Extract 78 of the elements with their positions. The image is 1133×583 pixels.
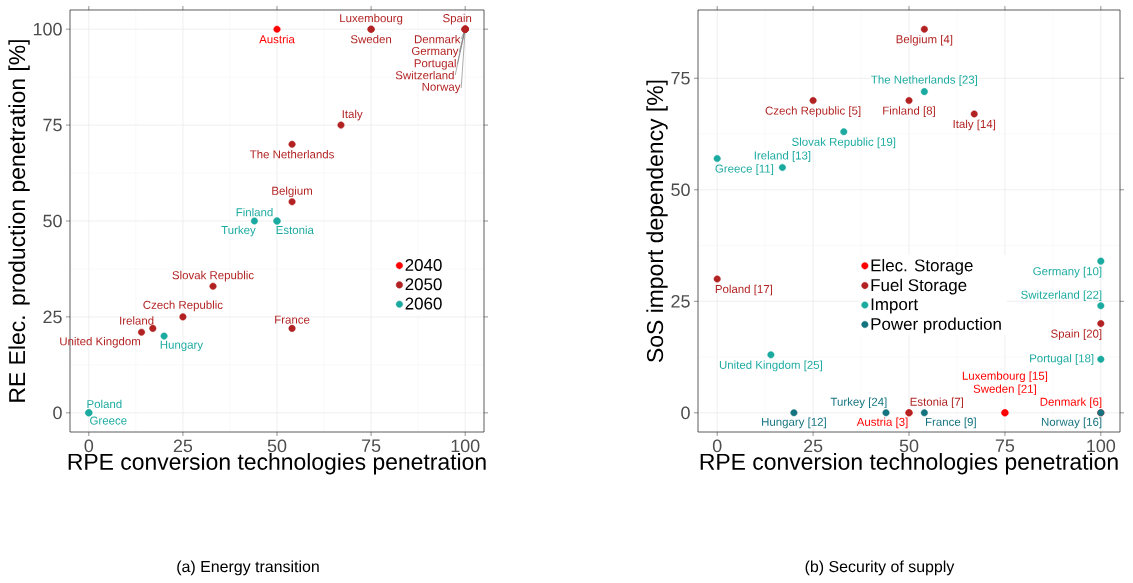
annotation: Ireland xyxy=(120,316,154,325)
legend-label: 2040 xyxy=(405,258,442,271)
x-tick-label: 25 xyxy=(804,439,823,453)
x-tick-label: 75 xyxy=(995,439,1015,453)
annotation: Austria [3] xyxy=(856,417,908,429)
annotation: United Kingdom xyxy=(60,336,141,348)
x-axis-title: RPE conversion technologies penetration xyxy=(68,453,486,475)
legend-label: Elec. Storage xyxy=(871,258,973,275)
y-tick-label: 50 xyxy=(671,183,690,197)
text: (a) Energy transition xyxy=(177,560,319,576)
annotation: Germany [10] xyxy=(1033,266,1102,278)
annotation: Norway xyxy=(422,82,461,94)
annotation: Turkey [24] xyxy=(830,397,887,409)
annotation: Hungary xyxy=(160,340,204,352)
x-tick-label: 50 xyxy=(899,439,919,453)
legend-label: Import xyxy=(871,298,919,314)
x-tick-label: 50 xyxy=(267,439,287,453)
annotation: United Kingdom [25] xyxy=(719,360,822,372)
annotation: Czech Republic xyxy=(143,300,223,312)
y-tick-label: 25 xyxy=(43,310,62,324)
y-tick-label: 0 xyxy=(681,406,690,420)
legend-label: 2050 xyxy=(405,278,442,291)
annotation: Denmark xyxy=(414,34,461,44)
annotation: Portugal [18] xyxy=(1030,353,1094,365)
annotation: Sweden [21] xyxy=(973,384,1036,396)
annotation: Estonia [7] xyxy=(910,397,964,409)
annotation: Finland xyxy=(236,207,273,217)
annotation: Luxembourg [15] xyxy=(962,371,1048,383)
y-tick-label: 0 xyxy=(53,406,62,420)
annotation: Italy xyxy=(342,109,363,121)
x-tick-label: 25 xyxy=(173,439,193,453)
annotation: Germany xyxy=(411,46,459,58)
y-axis-title: RE Elec. production penetration [%] xyxy=(8,40,30,402)
annotation: Belgium [4] xyxy=(896,34,953,46)
text: (b) Security of supply xyxy=(805,560,955,576)
annotation: Luxembourg xyxy=(340,13,403,25)
annotation: Denmark [6] xyxy=(1040,397,1102,409)
x-tick-label: 100 xyxy=(1087,439,1116,453)
annotation: Greece [11] xyxy=(715,164,774,175)
annotation: Belgium xyxy=(272,186,312,198)
y-axis-title: SoS import dependency [%] xyxy=(646,80,668,362)
annotation: The Netherlands xyxy=(249,149,334,159)
legend-label: Power production xyxy=(871,317,1001,334)
annotation: Greece xyxy=(90,416,127,425)
y-tick-label: 25 xyxy=(671,294,690,308)
annotation: Spain xyxy=(443,13,472,25)
annotation: France [9] xyxy=(925,417,976,429)
annotation: Finland [8] xyxy=(883,106,935,117)
annotation: Poland xyxy=(87,399,122,409)
annotation: Spain [20] xyxy=(1051,329,1102,340)
annotation: The Netherlands [23] xyxy=(871,75,978,86)
x-axis-title: RPE conversion technologies penetration xyxy=(700,453,1118,475)
annotation: Czech Republic [5] xyxy=(765,106,861,117)
annotation: Ireland [13] xyxy=(754,151,811,162)
y-tick-label: 75 xyxy=(671,71,690,85)
annotation: Portugal xyxy=(414,58,456,70)
annotation: Austria xyxy=(259,34,295,44)
annotation: Slovak Republic [19] xyxy=(792,137,896,149)
legend-label: Fuel Storage xyxy=(871,278,967,295)
legend-label: 2060 xyxy=(405,297,442,310)
annotation: Switzerland xyxy=(395,70,454,80)
x-tick-label: 0 xyxy=(712,439,722,453)
y-tick-label: 75 xyxy=(43,118,62,132)
annotation: Sweden xyxy=(350,34,392,44)
x-tick-label: 75 xyxy=(362,439,381,453)
annotation: Turkey xyxy=(221,225,256,237)
annotation: Poland [17] xyxy=(715,284,773,296)
y-tick-label: 100 xyxy=(33,22,62,36)
annotation: Hungary [12] xyxy=(762,417,826,429)
annotation: Slovak Republic xyxy=(172,270,254,282)
x-tick-label: 0 xyxy=(84,439,94,453)
y-tick-label: 50 xyxy=(43,214,62,228)
annotation: Estonia xyxy=(276,225,314,235)
annotation: Italy [14] xyxy=(953,119,996,131)
annotation: France xyxy=(275,315,310,324)
annotation: Switzerland [22] xyxy=(1021,290,1102,302)
x-tick-label: 100 xyxy=(451,439,480,453)
annotation: Norway [16] xyxy=(1041,417,1102,429)
